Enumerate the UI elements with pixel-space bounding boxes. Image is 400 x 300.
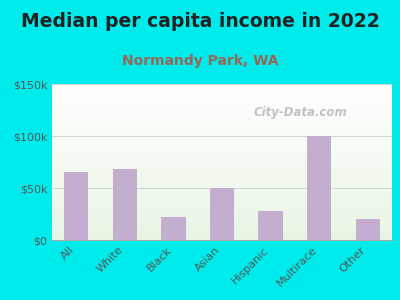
Bar (258, 211, 283, 240)
Text: Normandy Park, WA: Normandy Park, WA (122, 54, 278, 68)
Bar (161, 217, 186, 240)
Bar (307, 136, 331, 240)
Text: City-Data.com: City-Data.com (253, 106, 347, 118)
Bar (113, 169, 137, 240)
Bar (64, 172, 88, 240)
Bar (210, 188, 234, 240)
Text: Median per capita income in 2022: Median per capita income in 2022 (21, 12, 379, 31)
Bar (356, 219, 380, 240)
